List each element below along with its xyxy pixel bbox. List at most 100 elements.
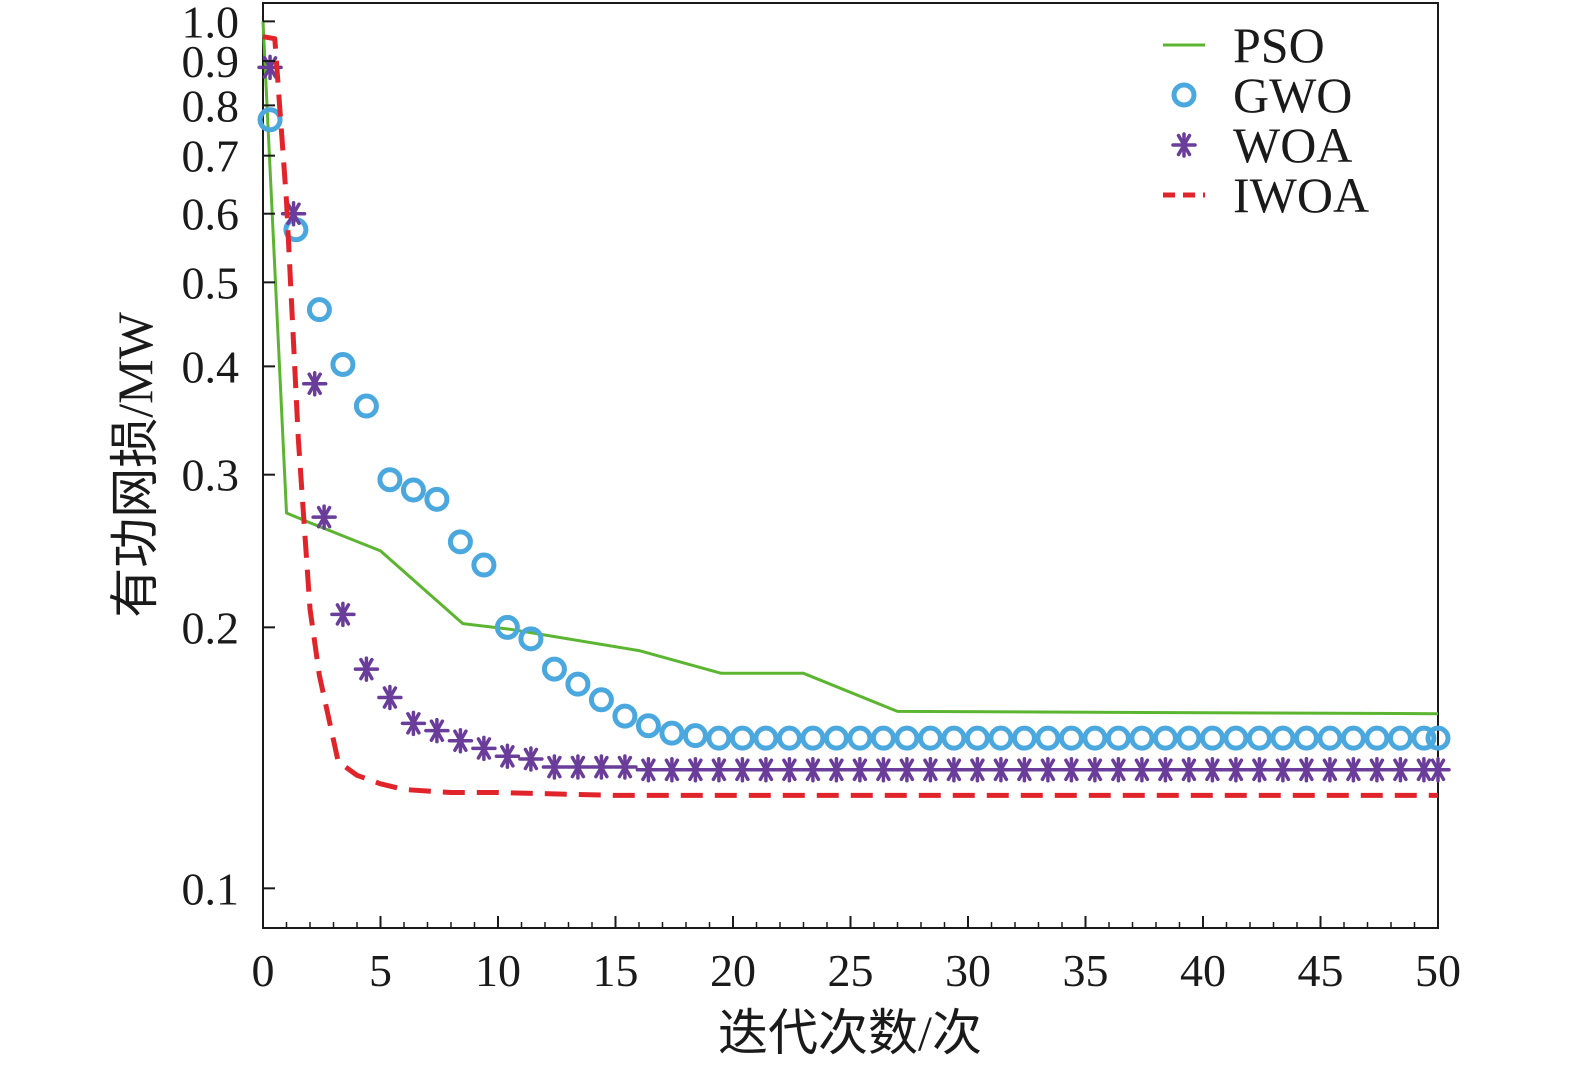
series-woa-point xyxy=(330,601,356,628)
series-woa-point xyxy=(1270,757,1296,783)
series-gwo-point xyxy=(1082,725,1108,751)
series-gwo-point xyxy=(753,725,779,751)
series-gwo-point xyxy=(377,467,403,493)
series-gwo-point xyxy=(988,725,1014,751)
series-woa-point xyxy=(1152,757,1179,783)
series-gwo-point xyxy=(941,725,967,751)
x-tick-label: 15 xyxy=(593,945,639,996)
series-woa-point xyxy=(1082,757,1108,783)
y-tick-label: 0.7 xyxy=(182,131,240,182)
series-woa-point xyxy=(541,754,568,780)
series-woa-point xyxy=(1317,757,1343,783)
series-woa-point xyxy=(682,757,709,783)
series-gwo-point xyxy=(1176,725,1202,751)
series-woa-point xyxy=(988,757,1014,783)
series-woa-point xyxy=(964,757,991,783)
series-woa-point xyxy=(706,757,732,783)
series-gwo-point xyxy=(306,297,332,323)
series-woa-point xyxy=(894,757,920,783)
series-gwo-point xyxy=(847,725,873,751)
series-woa-point xyxy=(1199,757,1226,783)
y-tick-label: 0.9 xyxy=(182,36,240,87)
series-woa-point xyxy=(471,735,497,762)
series-gwo-point xyxy=(1293,725,1319,751)
series-woa-point xyxy=(301,370,328,397)
series-gwo-point xyxy=(776,725,802,751)
series-gwo-point xyxy=(729,725,755,751)
series-gwo-point xyxy=(447,529,473,555)
x-tick-label: 10 xyxy=(475,945,521,996)
series-woa-point xyxy=(1387,757,1414,783)
x-axis-label: 迭代次数/次 xyxy=(718,1005,982,1061)
x-tick-label: 5 xyxy=(369,945,392,996)
series-gwo-point xyxy=(1246,725,1272,751)
axis-layer: 0 5 10 15 20 25 30 35 40 45 50 0.1 0.2 0.3 0.4 0.5 0.6 0.… xyxy=(182,0,1462,996)
series-woa-point xyxy=(400,710,427,737)
legend-iwoa-label: IWOA xyxy=(1233,167,1369,223)
series-woa-point xyxy=(1293,757,1320,783)
series-woa-point xyxy=(1035,757,1061,783)
series-gwo-point xyxy=(823,725,849,751)
series-gwo-point xyxy=(330,351,356,377)
series-gwo-point xyxy=(894,725,920,751)
series-woa-point xyxy=(612,754,638,780)
legend-woa-swatch xyxy=(1171,132,1197,158)
series-woa-point xyxy=(1425,757,1451,783)
series-woa-point xyxy=(377,684,403,711)
series-woa-point xyxy=(518,746,544,772)
x-tick-label: 50 xyxy=(1415,945,1461,996)
x-tick-label: 40 xyxy=(1180,945,1226,996)
series-woa-point xyxy=(565,754,591,780)
series-woa-point xyxy=(823,757,850,783)
series-gwo-point xyxy=(1340,725,1366,751)
series-iwoa-line xyxy=(262,34,1438,798)
series-woa-point xyxy=(353,656,380,682)
x-tick-label: 35 xyxy=(1063,945,1109,996)
series-gwo-point xyxy=(1425,725,1451,751)
series-gwo-point xyxy=(917,725,943,751)
series-woa-point xyxy=(1011,757,1038,783)
series-gwo-point xyxy=(565,671,591,697)
series-woa-point xyxy=(917,757,944,783)
series-woa-point xyxy=(1364,757,1390,783)
y-tick-label: 0.6 xyxy=(182,189,240,240)
series-woa-point xyxy=(1058,757,1085,783)
series-gwo-point xyxy=(635,713,661,739)
series-gwo-point xyxy=(612,703,638,729)
series-woa-point xyxy=(1340,757,1367,783)
series-woa-point xyxy=(847,757,873,783)
series-woa-point xyxy=(1223,757,1249,783)
series-woa-point xyxy=(447,727,474,754)
x-tick-label: 45 xyxy=(1298,945,1344,996)
y-tick-label: 0.5 xyxy=(182,257,240,308)
legend-pso-label: PSO xyxy=(1233,17,1325,73)
series-gwo-point xyxy=(1011,725,1037,751)
series-gwo-point xyxy=(1411,725,1437,751)
series-gwo-point xyxy=(1035,725,1061,751)
series-woa-point xyxy=(753,757,779,783)
series-woa-point xyxy=(588,754,615,780)
y-tick-label: 0.4 xyxy=(182,341,240,392)
legend-woa-label: WOA xyxy=(1233,117,1352,173)
series-gwo-point xyxy=(471,552,497,578)
series-gwo-point xyxy=(1317,725,1343,751)
series-woa-point xyxy=(311,504,337,530)
series-gwo-point xyxy=(518,626,544,652)
series-gwo-point xyxy=(400,477,426,503)
series-gwo-point xyxy=(1105,725,1131,751)
series-gwo-point xyxy=(659,720,685,746)
series-gwo-point xyxy=(541,656,567,682)
series-woa-point xyxy=(1129,757,1155,783)
series-gwo-point xyxy=(588,687,614,713)
series-woa-point xyxy=(424,717,450,744)
series-woa-point xyxy=(494,743,521,770)
series-woa-point xyxy=(776,757,803,783)
series-gwo-point xyxy=(1199,725,1225,751)
series-woa-point xyxy=(941,757,967,783)
series-woa-point xyxy=(659,757,685,783)
series-gwo-point xyxy=(964,725,990,751)
series-woa-point xyxy=(1176,757,1202,783)
x-tick-label: 25 xyxy=(828,945,874,996)
